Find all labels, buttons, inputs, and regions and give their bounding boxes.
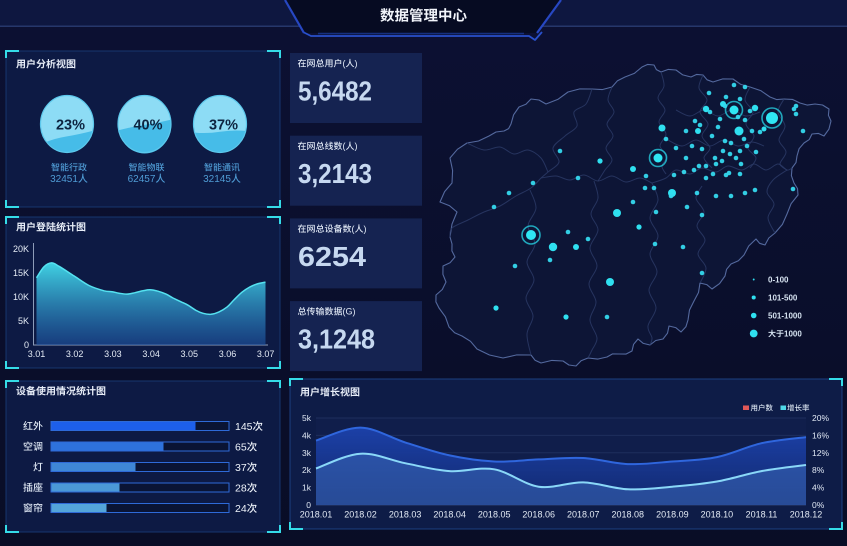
svg-text:1000: 1000 [784,330,802,339]
svg-text:24: 24 [235,503,247,515]
svg-text:5,6482: 5,6482 [298,76,372,107]
svg-text:2018.05: 2018.05 [478,510,511,520]
svg-text:0-100: 0-100 [768,276,789,285]
svg-text:3.01: 3.01 [28,349,46,359]
svg-text:(: ( [343,141,346,151]
svg-text:37: 37 [235,462,247,474]
svg-text:32145: 32145 [203,174,231,185]
svg-text:3.02: 3.02 [66,349,84,359]
svg-text:(: ( [352,224,355,234]
svg-text:3.04: 3.04 [142,349,160,359]
svg-text:2018.07: 2018.07 [567,510,600,520]
svg-text:): ) [355,59,358,69]
svg-text:3.03: 3.03 [104,349,122,359]
svg-text:2018.02: 2018.02 [344,510,377,520]
svg-text:6254: 6254 [298,241,366,272]
svg-text:1k: 1k [302,483,312,493]
svg-text:37%: 37% [209,118,238,134]
svg-text:15K: 15K [13,268,29,278]
svg-text:): ) [355,141,358,151]
svg-text:2018.03: 2018.03 [389,510,422,520]
svg-text:0: 0 [306,500,311,510]
svg-text:0: 0 [24,340,29,350]
svg-text:2018.06: 2018.06 [522,510,555,520]
svg-text:32451: 32451 [50,174,78,185]
svg-text:2018.10: 2018.10 [701,510,734,520]
svg-text:2018.01: 2018.01 [300,510,333,520]
svg-text:2018.04: 2018.04 [433,510,466,520]
svg-text:4%: 4% [812,483,825,493]
svg-text:10K: 10K [13,292,29,302]
svg-text:(: ( [343,59,346,69]
svg-text:3.05: 3.05 [181,349,199,359]
svg-text:2k: 2k [302,465,312,475]
svg-text:23%: 23% [56,118,85,134]
svg-text:3.07: 3.07 [257,349,275,359]
svg-text:28: 28 [235,483,247,495]
svg-text:2018.11: 2018.11 [746,510,778,520]
svg-text:12%: 12% [812,448,829,458]
svg-text:3,2143: 3,2143 [298,158,372,189]
svg-text:501-1000: 501-1000 [768,312,802,321]
svg-text:2018.09: 2018.09 [656,510,689,520]
svg-text:(G): (G) [343,307,356,317]
svg-text:20K: 20K [13,244,29,254]
svg-text:3,1248: 3,1248 [298,324,375,355]
svg-text:5k: 5k [302,413,312,423]
svg-text:145: 145 [235,421,253,433]
svg-text:20%: 20% [812,413,829,423]
svg-text:62457: 62457 [128,174,156,185]
svg-text:8%: 8% [812,465,825,475]
svg-text:16%: 16% [812,430,829,440]
svg-text:3.06: 3.06 [219,349,237,359]
svg-text:0%: 0% [812,500,825,510]
svg-text:40%: 40% [133,118,162,134]
svg-text:2018.08: 2018.08 [612,510,645,520]
svg-text:3k: 3k [302,448,312,458]
svg-text:4k: 4k [302,430,312,440]
svg-text:5K: 5K [18,316,29,326]
svg-text:101-500: 101-500 [768,294,798,303]
svg-text:65: 65 [235,442,247,454]
svg-text:2018.12: 2018.12 [790,510,823,520]
svg-text:): ) [364,224,367,234]
